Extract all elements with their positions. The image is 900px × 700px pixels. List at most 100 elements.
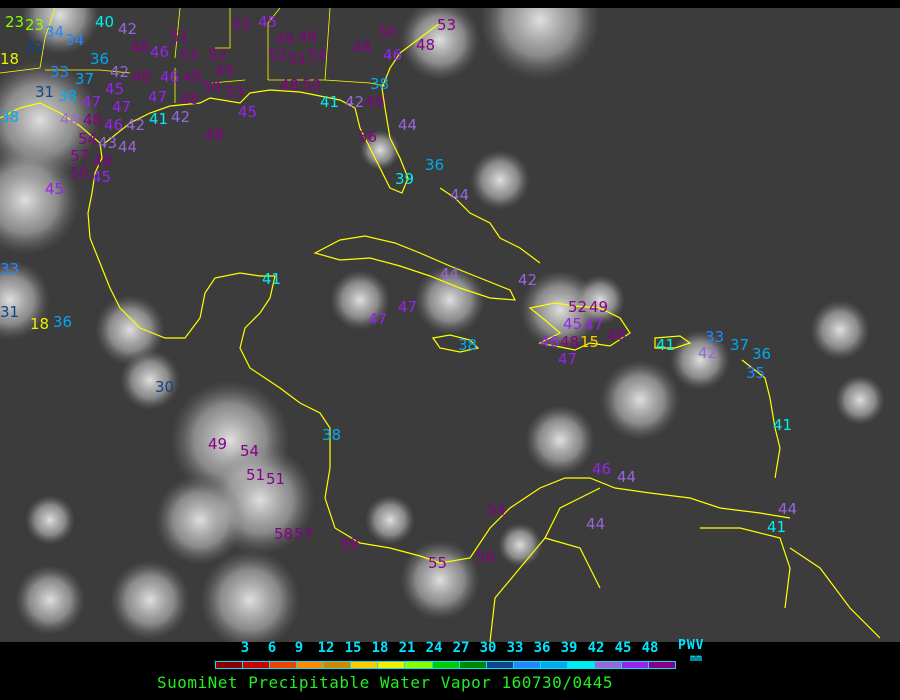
station-pwv-value: 18 xyxy=(30,315,50,333)
cloud xyxy=(835,375,885,425)
legend-tick-label: 27 xyxy=(452,640,470,656)
station-pwv-value: 41 xyxy=(320,93,340,111)
station-pwv-value: 48 xyxy=(352,38,372,56)
legend-swatch xyxy=(378,662,406,668)
cloud xyxy=(365,495,415,545)
legend-tick-label: 45 xyxy=(614,640,632,656)
station-pwv-value: 46 xyxy=(592,460,612,478)
station-pwv-value: 50 xyxy=(70,164,90,182)
station-pwv-value: 23 xyxy=(25,16,45,34)
station-pwv-value: 44 xyxy=(586,515,606,533)
station-pwv-value: 42 xyxy=(110,63,130,81)
legend-swatch xyxy=(540,662,568,668)
station-pwv-value: 48 xyxy=(416,36,436,54)
station-pwv-value: 46 xyxy=(540,333,560,351)
station-pwv-value: 48 xyxy=(132,68,152,86)
station-pwv-value: 49 xyxy=(208,435,228,453)
legend-tick-label: 6 xyxy=(267,640,277,656)
station-pwv-value: 35 xyxy=(746,364,766,382)
station-pwv-value: 54 xyxy=(240,442,260,460)
station-pwv-value: 42 xyxy=(518,271,538,289)
station-pwv-value: 30 xyxy=(155,378,175,396)
station-pwv-value: 55 xyxy=(232,16,252,34)
station-pwv-value: 41 xyxy=(767,518,787,536)
satellite-image: 23 23 34 34 32 18 36 33 37 42 48 31 38 45 47 47 48 48 44 48… xyxy=(0,8,900,642)
station-pwv-value: 36 xyxy=(752,345,772,363)
us-gulf-coast xyxy=(0,102,791,564)
station-pwv-value: 48 xyxy=(205,126,225,144)
station-pwv-value: 47 xyxy=(558,350,578,368)
cloud xyxy=(0,260,50,340)
caption: SuomiNet Precipitable Water Vapor 160730… xyxy=(157,673,613,692)
cloud xyxy=(810,300,870,360)
station-pwv-value: 49 xyxy=(215,62,235,80)
station-pwv-value: 18 xyxy=(0,50,20,68)
legend-swatch xyxy=(621,662,649,668)
legend-swatch xyxy=(432,662,460,668)
station-pwv-value: 51 xyxy=(170,28,190,46)
us-north-gulf xyxy=(104,22,441,194)
station-pwv-value: 44 xyxy=(617,468,637,486)
station-pwv-value: 37 xyxy=(75,70,95,88)
station-pwv-value: 42 xyxy=(698,344,718,362)
station-pwv-value: 42 xyxy=(118,20,138,38)
cloud xyxy=(525,405,595,475)
station-pwv-value: 48 xyxy=(93,152,113,170)
station-pwv-value: 48 xyxy=(83,111,103,129)
legend-swatch xyxy=(405,662,433,668)
legend-tick-label: 3 xyxy=(240,640,250,656)
station-pwv-value: 50 xyxy=(378,23,398,41)
cloud-layer xyxy=(0,8,885,642)
legend-swatch xyxy=(324,662,352,668)
legend-tick-label: 48 xyxy=(641,640,659,656)
station-pwv-value: 31 xyxy=(0,303,20,321)
station-pwv-value: 52 xyxy=(268,46,288,64)
station-pwv-value: 38 xyxy=(58,87,78,105)
station-pwv-value: 52 xyxy=(208,46,228,64)
station-pwv-value: 34 xyxy=(65,31,85,49)
station-pwv-value: 51 xyxy=(266,470,286,488)
station-pwv-value: 53 xyxy=(437,16,457,34)
legend-swatch xyxy=(459,662,487,668)
bahamas xyxy=(439,187,541,264)
legend-tick-label: 21 xyxy=(398,640,416,656)
legend-tick-label: 24 xyxy=(425,640,443,656)
station-pwv-value: 41 xyxy=(149,110,169,128)
station-pwv-value: 44 xyxy=(778,500,798,518)
legend-tick-label: 18 xyxy=(371,640,389,656)
station-pwv-value: 44 xyxy=(398,116,418,134)
station-pwv-value: 52 xyxy=(308,46,328,64)
station-pwv-value: 45 xyxy=(258,13,278,31)
station-pwv-value: 38 xyxy=(370,75,390,93)
legend-unit: mm xyxy=(690,653,703,664)
station-pwv-value: 45 xyxy=(238,103,258,121)
legend-swatch xyxy=(297,662,325,668)
station-pwv-value: 49 xyxy=(365,93,385,111)
station-pwv-value: 51 xyxy=(180,46,200,64)
legend-ticks: 3 6 9 12 15 18 21 24 27 30 33 36 39 42 45 48 xyxy=(0,640,900,656)
station-pwv-value: 44 xyxy=(60,110,80,128)
legend-unit-label: PWV xyxy=(678,638,705,653)
station-pwv-value: 23 xyxy=(5,13,25,31)
station-pwv-value: 37 xyxy=(730,336,750,354)
station-pwv-value: 36 xyxy=(53,313,73,331)
station-pwv-value: 53 xyxy=(225,83,245,101)
cloud xyxy=(110,560,190,640)
station-pwv-value: 49 xyxy=(182,68,202,86)
station-pwv-value: 50 xyxy=(302,76,322,94)
cloud xyxy=(400,8,480,80)
station-pwv-value: 48 xyxy=(130,38,150,56)
cloud xyxy=(575,275,625,325)
cloud xyxy=(470,150,530,210)
station-pwv-value: 34 xyxy=(45,23,65,41)
station-pwv-value: 54 xyxy=(487,501,507,519)
station-pwv-value: 45 xyxy=(92,168,112,186)
lesser-antilles xyxy=(741,359,881,639)
station-pwv-value: 41 xyxy=(262,270,282,288)
station-pwv-value: 49 xyxy=(589,298,609,316)
station-pwv-value: 42 xyxy=(171,108,191,126)
station-pwv-value: 48 xyxy=(180,90,200,108)
cloud xyxy=(498,523,542,567)
station-pwv-value: 48 xyxy=(280,76,300,94)
station-pwv-value: 32 xyxy=(25,38,45,56)
